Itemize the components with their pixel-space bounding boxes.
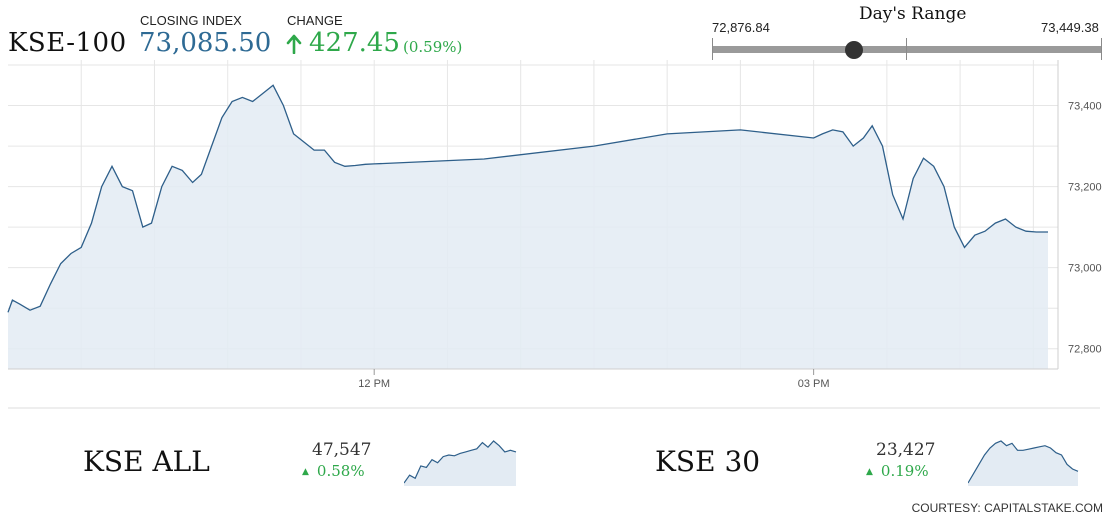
triangle-up-icon: ▲ bbox=[302, 467, 309, 477]
x-tick-label: 12 PM bbox=[358, 378, 390, 390]
sparkline-kse-all bbox=[404, 440, 517, 486]
range-tick-start bbox=[712, 38, 713, 60]
y-tick-label: 73,400 bbox=[1068, 101, 1102, 113]
mini-index-change-kse-30: ▲ 0.19% bbox=[866, 462, 929, 480]
y-tick-label: 72,800 bbox=[1068, 344, 1102, 356]
mini-index-name-kse-all: KSE ALL bbox=[83, 445, 210, 478]
sparkline-area bbox=[968, 441, 1078, 486]
days-range-marker bbox=[845, 41, 864, 59]
change-percent: (0.59%) bbox=[403, 38, 463, 56]
mini-index-value-kse-30: 23,427 bbox=[876, 440, 936, 460]
y-tick-label: 73,200 bbox=[1068, 182, 1102, 194]
change-label: CHANGE bbox=[287, 13, 343, 28]
chart-axes: 72,800 73,000 73,200 73,400 12 PM 03 PM bbox=[8, 60, 1102, 409]
mini-index-value-kse-all: 47,547 bbox=[312, 440, 372, 460]
x-tick-label: 03 PM bbox=[798, 378, 830, 390]
sparkline-line bbox=[404, 440, 517, 484]
mini-index-name-kse-30: KSE 30 bbox=[655, 445, 761, 478]
y-tick-label: 73,000 bbox=[1068, 263, 1102, 275]
days-range-high: 73,449.38 bbox=[1041, 20, 1099, 35]
series-area bbox=[8, 85, 1048, 370]
closing-index-label: CLOSING INDEX bbox=[140, 13, 242, 28]
sparkline-line bbox=[968, 440, 1079, 484]
index-title: KSE-100 bbox=[8, 28, 127, 58]
sparkline-area bbox=[404, 441, 516, 486]
kse100-intraday-chart: 72,800 73,000 73,200 73,400 12 PM 03 PM bbox=[7, 60, 1102, 409]
mini-index-change-kse-all: ▲ 0.58% bbox=[302, 462, 365, 480]
range-tick-mid bbox=[906, 38, 907, 60]
days-range-bar bbox=[712, 46, 1102, 53]
change-value: 427.45 bbox=[309, 28, 400, 58]
arrow-up-icon bbox=[286, 34, 302, 54]
sparkline-kse-30 bbox=[968, 440, 1079, 486]
range-tick-end bbox=[1101, 38, 1102, 60]
series-line bbox=[7, 84, 1048, 313]
days-range-low: 72,876.84 bbox=[712, 20, 770, 35]
triangle-up-icon: ▲ bbox=[866, 467, 873, 477]
days-range-title: Day's Range bbox=[859, 4, 967, 24]
closing-index-value: 73,085.50 bbox=[139, 28, 272, 58]
courtesy-credit: COURTESY: CAPITALSTAKE.COM bbox=[911, 501, 1103, 515]
